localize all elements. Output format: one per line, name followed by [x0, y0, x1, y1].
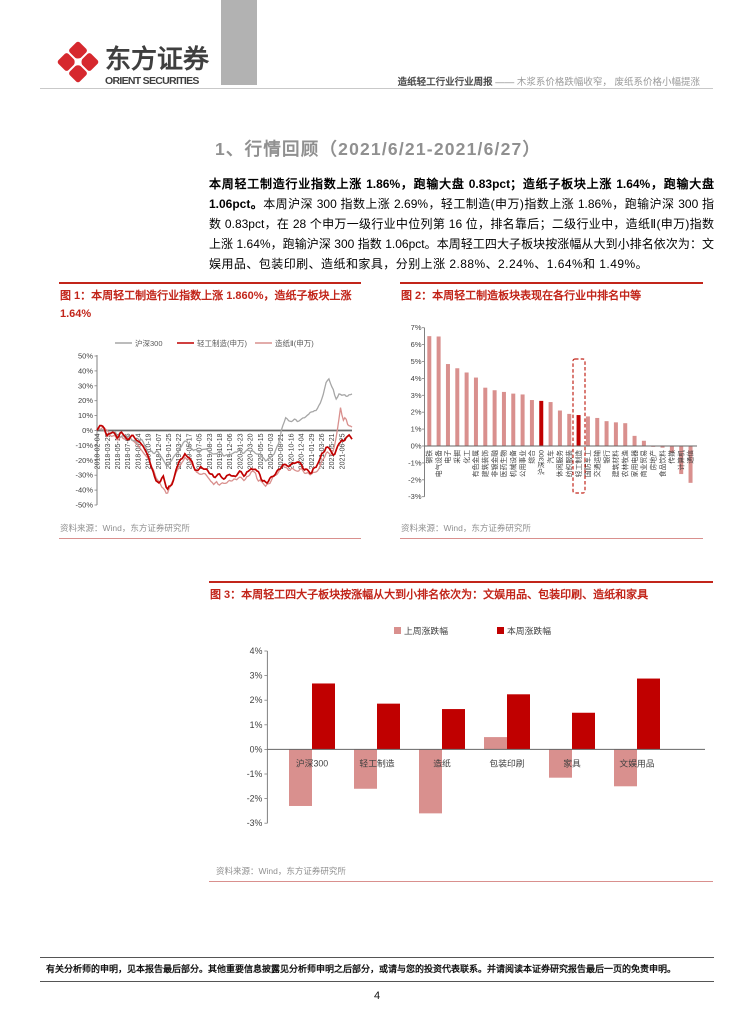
svg-text:通信: 通信 — [686, 450, 695, 464]
svg-text:家用电器: 家用电器 — [630, 450, 639, 477]
svg-text:银行: 银行 — [602, 450, 611, 464]
svg-text:5%: 5% — [411, 357, 422, 366]
svg-text:3%: 3% — [411, 391, 422, 400]
svg-text:电气设备: 电气设备 — [434, 450, 443, 477]
svg-text:6%: 6% — [411, 340, 422, 349]
svg-text:2018-03-23: 2018-03-23 — [105, 433, 112, 469]
svg-text:机械设备: 机械设备 — [508, 450, 517, 477]
svg-text:2%: 2% — [411, 408, 422, 417]
svg-text:-2%: -2% — [408, 475, 422, 484]
svg-text:3%: 3% — [250, 671, 263, 681]
svg-text:2019-08-23: 2019-08-23 — [207, 433, 214, 469]
svg-text:1%: 1% — [411, 425, 422, 434]
svg-text:房地产: 房地产 — [648, 450, 657, 471]
svg-text:采掘: 采掘 — [452, 450, 461, 464]
svg-text:2020-05-15: 2020-05-15 — [258, 433, 265, 469]
svg-text:7%: 7% — [411, 323, 422, 332]
svg-text:2020-12-04: 2020-12-04 — [299, 433, 306, 469]
svg-text:2018-05-18: 2018-05-18 — [115, 433, 122, 469]
svg-text:4%: 4% — [250, 646, 263, 656]
svg-text:20%: 20% — [78, 396, 93, 405]
svg-text:2018-08-24: 2018-08-24 — [135, 433, 142, 469]
svg-text:2%: 2% — [250, 695, 263, 705]
svg-text:0%: 0% — [250, 744, 263, 754]
svg-text:钢铁: 钢铁 — [425, 450, 434, 464]
svg-text:综合: 综合 — [527, 450, 536, 464]
svg-text:-2%: -2% — [247, 794, 263, 804]
svg-text:轻工制造(申万): 轻工制造(申万) — [197, 338, 247, 348]
svg-text:2018-07-06: 2018-07-06 — [125, 433, 132, 469]
svg-text:化工: 化工 — [462, 450, 471, 464]
svg-text:-1%: -1% — [408, 458, 422, 467]
svg-text:2019-05-17: 2019-05-17 — [186, 433, 193, 469]
svg-text:50%: 50% — [78, 352, 93, 361]
svg-text:商业贸易: 商业贸易 — [639, 450, 648, 477]
svg-text:沪深300: 沪深300 — [296, 757, 328, 768]
svg-text:国防军工: 国防军工 — [583, 450, 592, 477]
svg-text:纺织服装: 纺织服装 — [564, 450, 573, 477]
svg-text:造纸: 造纸 — [433, 757, 451, 768]
svg-text:有色金属: 有色金属 — [471, 450, 480, 477]
svg-text:本周涨跌幅: 本周涨跌幅 — [507, 625, 551, 636]
svg-text:建筑材料: 建筑材料 — [611, 450, 620, 477]
svg-text:汽车: 汽车 — [546, 450, 555, 464]
svg-text:食品饮料: 食品饮料 — [658, 450, 667, 477]
svg-text:10%: 10% — [78, 411, 93, 420]
svg-text:休闲服务: 休闲服务 — [555, 450, 564, 477]
svg-text:沪深300: 沪深300 — [536, 450, 545, 475]
svg-text:-40%: -40% — [75, 486, 93, 495]
svg-text:2020-10-16: 2020-10-16 — [288, 433, 295, 469]
svg-text:轻工制造: 轻工制造 — [359, 757, 394, 768]
svg-text:2020-07-03: 2020-07-03 — [268, 433, 275, 469]
svg-text:-50%: -50% — [75, 501, 93, 510]
svg-text:家具: 家具 — [563, 757, 581, 768]
svg-text:-3%: -3% — [408, 492, 422, 501]
svg-text:1%: 1% — [250, 720, 263, 730]
svg-text:-20%: -20% — [75, 456, 93, 465]
svg-text:传媒: 传媒 — [667, 450, 676, 464]
svg-text:40%: 40% — [78, 366, 93, 375]
svg-text:非银金融: 非银金融 — [490, 450, 499, 477]
svg-text:4%: 4% — [411, 374, 422, 383]
svg-text:-10%: -10% — [75, 441, 93, 450]
svg-text:2019-01-25: 2019-01-25 — [166, 433, 173, 469]
svg-text:2021-01-29: 2021-01-29 — [309, 433, 316, 469]
svg-text:2018-02-04: 2018-02-04 — [95, 433, 102, 469]
svg-text:-3%: -3% — [247, 818, 263, 828]
svg-text:2019-12-06: 2019-12-06 — [227, 433, 234, 469]
svg-text:医药生物: 医药生物 — [499, 450, 508, 477]
svg-text:30%: 30% — [78, 381, 93, 390]
svg-text:上周涨跌幅: 上周涨跌幅 — [404, 625, 448, 636]
svg-text:建筑装饰: 建筑装饰 — [480, 450, 489, 477]
svg-text:-1%: -1% — [247, 769, 263, 779]
svg-text:0%: 0% — [82, 426, 93, 435]
svg-text:交通运输: 交通运输 — [592, 450, 601, 477]
svg-text:2021-06-25: 2021-06-25 — [339, 433, 346, 469]
svg-text:包装印刷: 包装印刷 — [489, 757, 524, 768]
svg-text:计算机: 计算机 — [676, 450, 685, 471]
svg-text:2020-08-21: 2020-08-21 — [278, 433, 285, 469]
svg-text:造纸Ⅱ(申万): 造纸Ⅱ(申万) — [275, 338, 314, 348]
svg-text:农林牧渔: 农林牧渔 — [620, 450, 629, 477]
svg-text:0%: 0% — [411, 442, 422, 451]
svg-text:2021-03-26: 2021-03-26 — [319, 433, 326, 469]
svg-text:文娱用品: 文娱用品 — [619, 757, 654, 768]
svg-text:沪深300: 沪深300 — [135, 338, 163, 348]
svg-text:轻工制造: 轻工制造 — [574, 450, 583, 477]
svg-text:2018-12-07: 2018-12-07 — [156, 433, 163, 469]
svg-text:2019-03-22: 2019-03-22 — [176, 433, 183, 469]
svg-text:-30%: -30% — [75, 471, 93, 480]
svg-text:公用事业: 公用事业 — [518, 450, 527, 477]
svg-text:电子: 电子 — [443, 450, 452, 464]
